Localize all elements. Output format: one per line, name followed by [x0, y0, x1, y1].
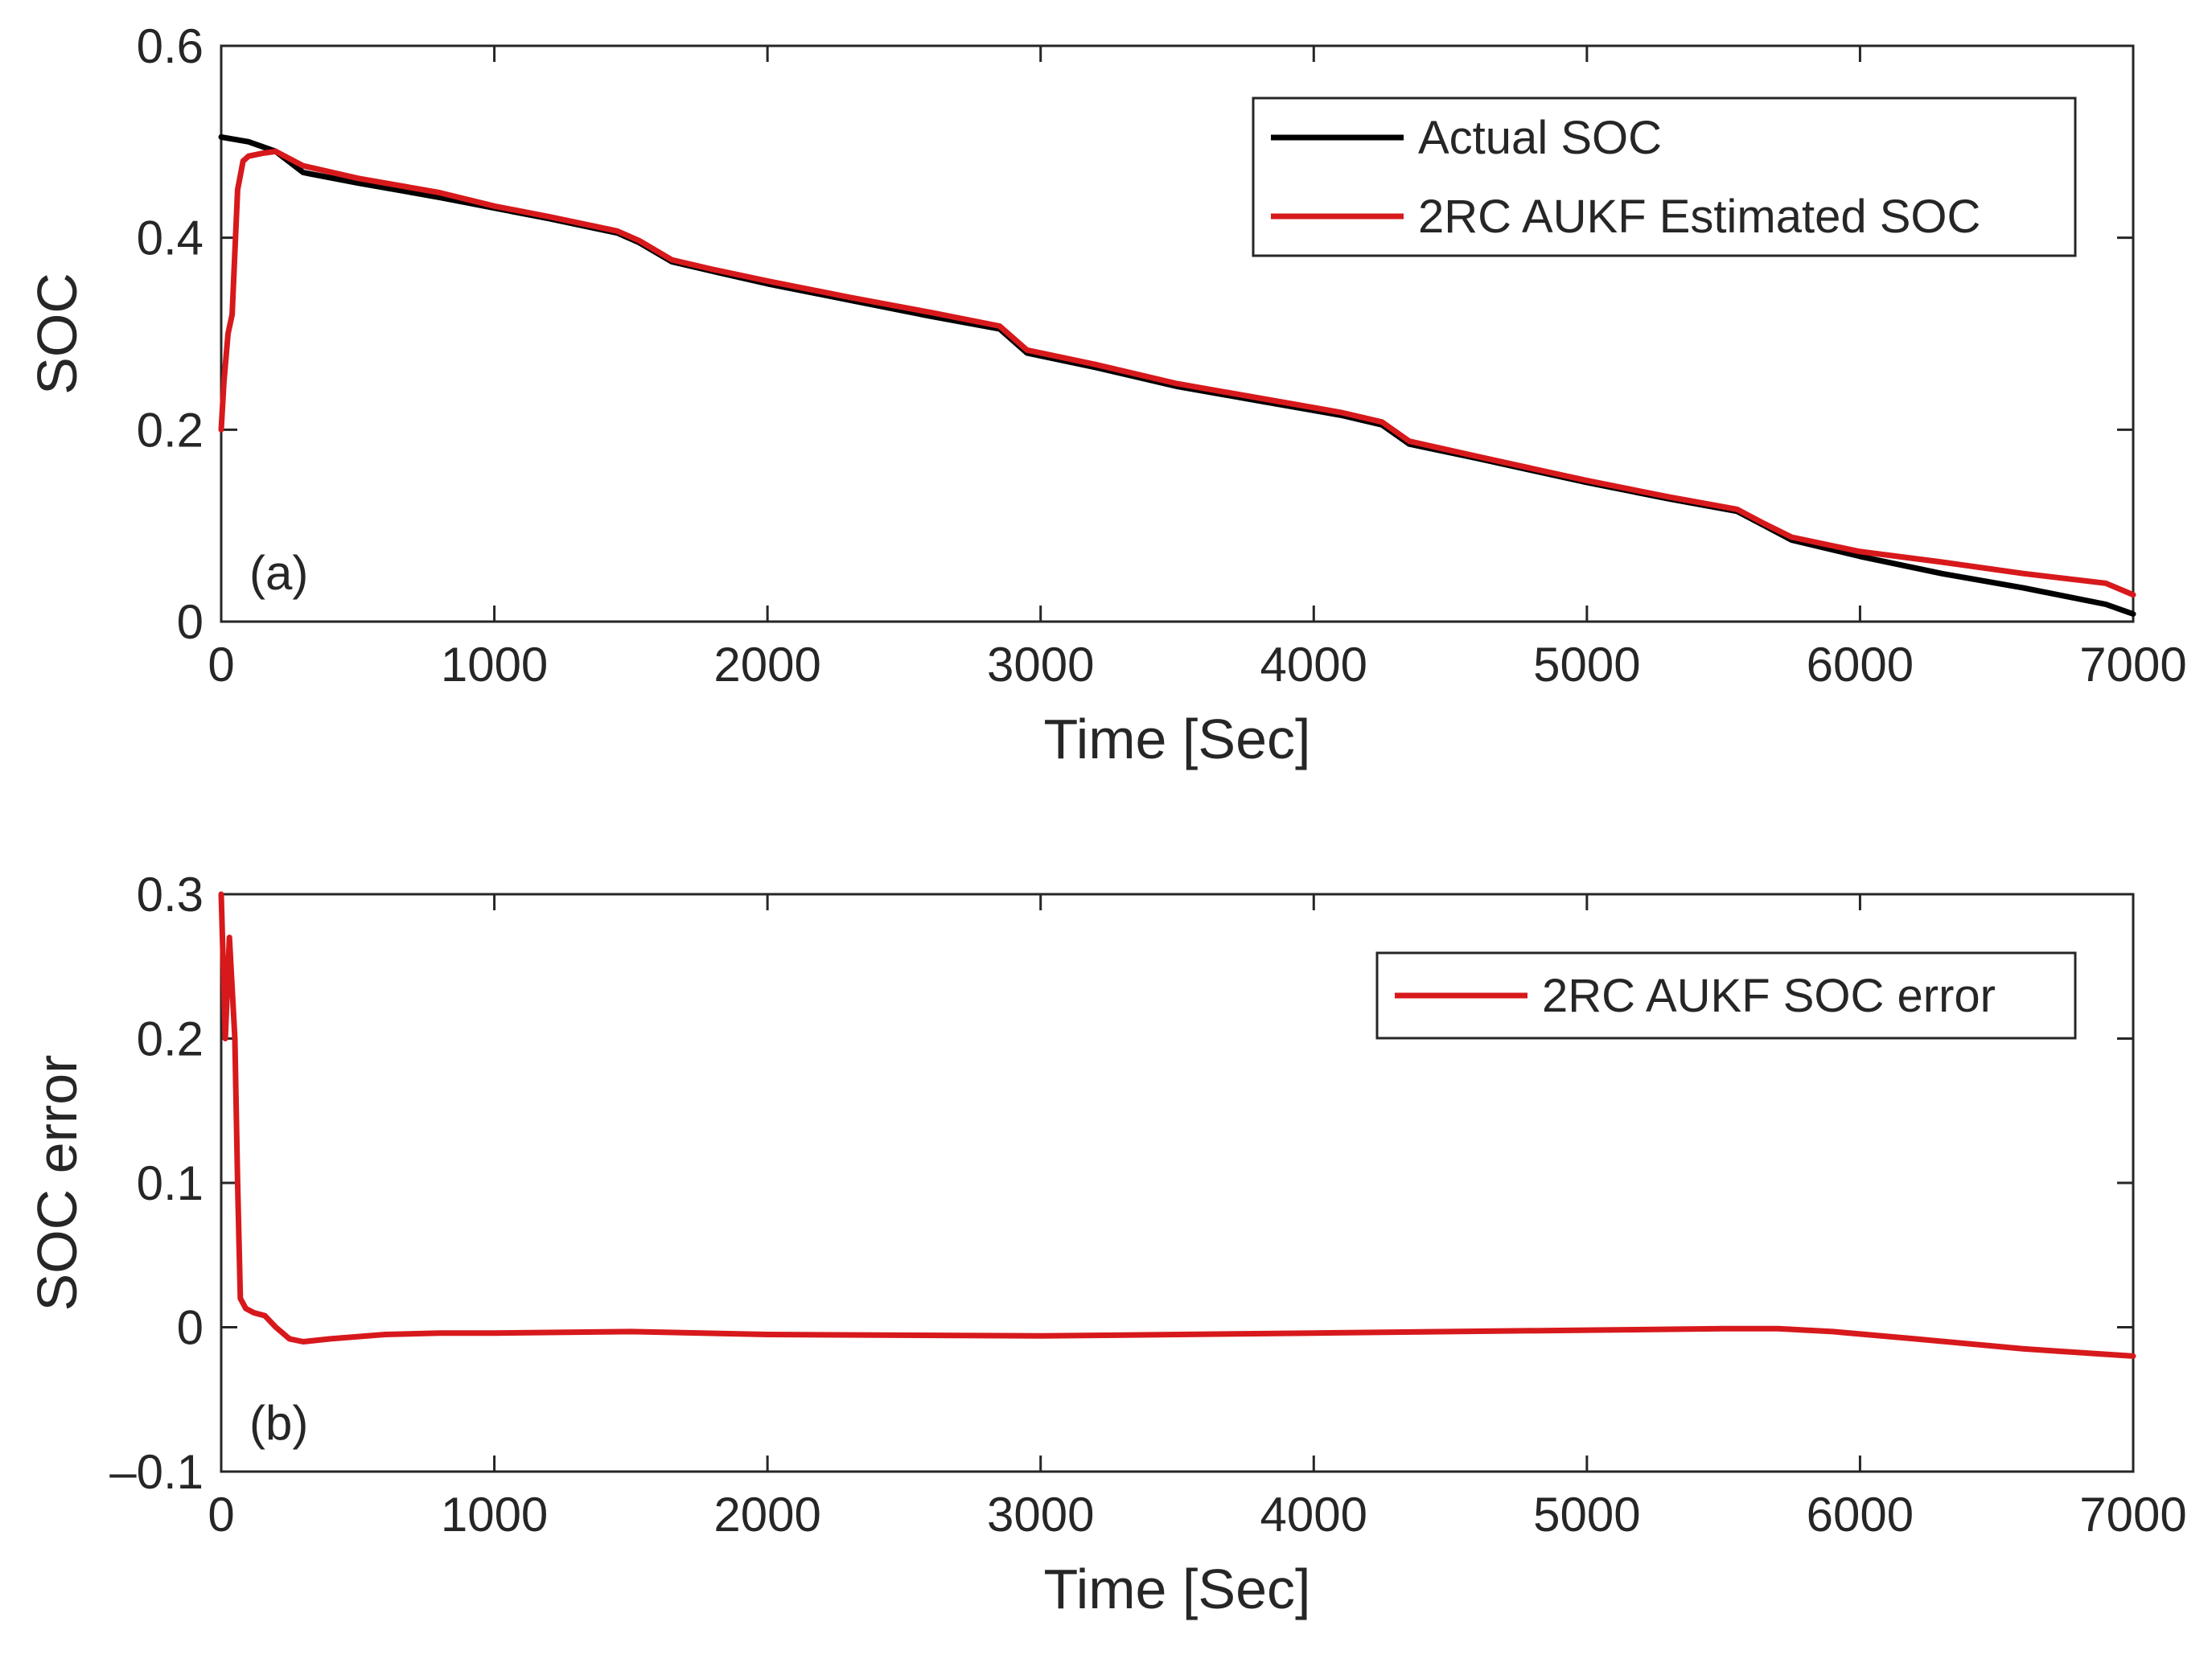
panel-label-b: (b): [249, 1396, 308, 1450]
legend-box-a: [1252, 96, 2077, 257]
y-tick-label-b: 0.1: [137, 1156, 204, 1210]
x-tick-label-b: 1000: [441, 1488, 548, 1542]
x-tick-label-b: 4000: [1260, 1488, 1367, 1542]
x-tick-label-b: 2000: [713, 1488, 820, 1542]
x-axis-title-b: Time [Sec]: [1044, 1558, 1311, 1620]
x-tick-label-b: 0: [208, 1488, 234, 1542]
x-axis-title-a: Time [Sec]: [1044, 708, 1311, 770]
x-tick-label-a: 3000: [987, 638, 1094, 692]
series-line-a-1: [218, 148, 2136, 598]
x-tick-label-b: 7000: [2079, 1488, 2186, 1542]
y-tick-label-b: 0.2: [137, 1012, 204, 1066]
y-axis-title-b: SOC error: [26, 1055, 88, 1312]
x-tick-label-b: 5000: [1533, 1488, 1640, 1542]
y-tick-label-b: 0.3: [137, 868, 204, 922]
y-tick-label-a: 0.2: [137, 403, 204, 457]
y-axis-title-a: SOC: [26, 273, 88, 395]
legend-label-b-0: 2RC AUKF SOC error: [1542, 970, 1996, 1022]
x-tick-label-a: 7000: [2079, 638, 2186, 692]
panel-label-a: (a): [249, 546, 308, 600]
chart-panel-b: 0 1000 2000 3000 4000 5000 6000 7000–0.100.10.2…: [26, 868, 2187, 1620]
x-tick-label-a: 2000: [713, 638, 820, 692]
legend-label-a-0: Actual SOC: [1418, 112, 1662, 164]
chart-panel-a: 0 1000 2000 3000 4000 5000 6000 7000 0 0.2 0.4 0.6 T…: [26, 19, 2187, 770]
legend-label-a-1: 2RC AUKF Estimated SOC: [1418, 191, 1980, 243]
y-tick-label-a: 0: [177, 595, 204, 649]
x-tick-label-a: 4000: [1260, 638, 1367, 692]
y-tick-label-b: 0: [177, 1301, 204, 1355]
x-tick-label-a: 6000: [1807, 638, 1914, 692]
x-tick-label-b: 6000: [1807, 1488, 1914, 1542]
x-tick-label-b: 3000: [987, 1488, 1094, 1542]
x-tick-label-a: 5000: [1533, 638, 1640, 692]
y-tick-label-a: 0.6: [137, 19, 204, 73]
y-tick-label-a: 0.4: [137, 211, 204, 265]
x-tick-label-a: 1000: [441, 638, 548, 692]
x-tick-label-a: 0: [208, 638, 234, 692]
y-tick-label-b: –0.1: [109, 1445, 204, 1499]
series-line-b-0: [218, 891, 2136, 1359]
